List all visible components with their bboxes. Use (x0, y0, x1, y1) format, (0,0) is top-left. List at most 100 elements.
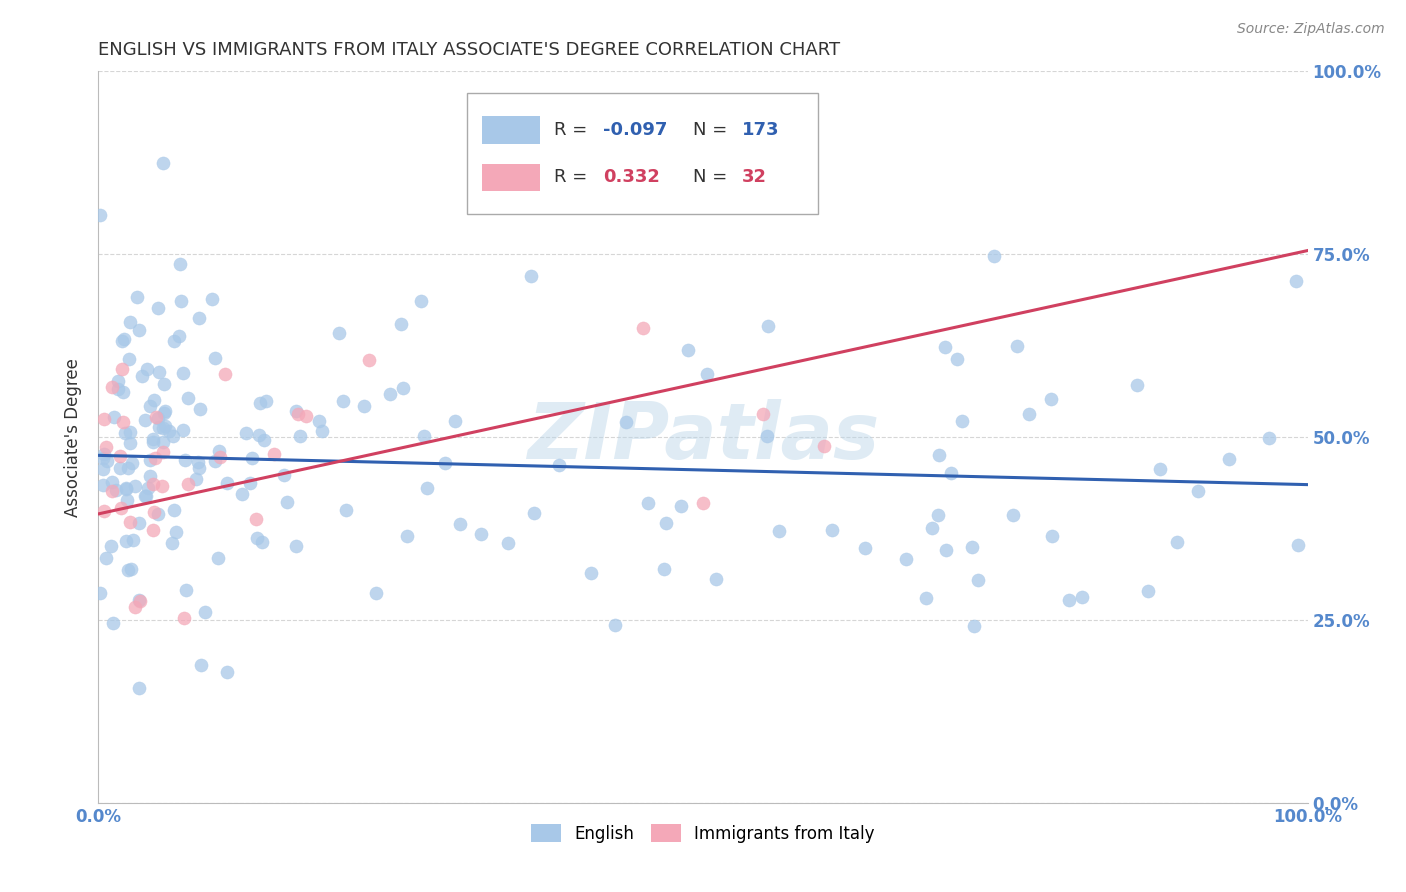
Point (263, 447, 285, 461)
Point (114, 482, 136, 496)
Point (247, 428, 270, 442)
Point (249, 396, 271, 410)
Point (101, 483, 124, 498)
Text: ENGLISH VS IMMIGRANTS FROM ITALY ASSOCIATE'S DEGREE CORRELATION CHART: ENGLISH VS IMMIGRANTS FROM ITALY ASSOCIA… (98, 41, 841, 59)
Point (101, 380, 124, 394)
Point (946, 352, 969, 367)
Point (246, 531, 269, 545)
Point (93, 504, 115, 518)
Point (193, 605, 215, 619)
Point (581, 566, 603, 581)
Point (357, 353, 380, 368)
Point (921, 521, 943, 535)
Point (960, 541, 983, 555)
Point (669, 500, 692, 514)
Point (110, 501, 132, 516)
Bar (482, 163, 540, 191)
Point (928, 448, 950, 462)
Point (146, 410, 169, 425)
Text: ZIPatlas: ZIPatlas (527, 399, 879, 475)
Point (152, 156, 174, 170)
Point (273, 468, 295, 483)
Point (520, 269, 543, 284)
Point (395, 529, 418, 543)
Text: R =: R = (554, 121, 593, 139)
Point (637, 496, 659, 510)
Point (692, 496, 714, 510)
Point (704, 572, 727, 586)
Point (89, 586, 111, 600)
Point (288, 429, 311, 443)
Point (896, 551, 918, 566)
Point (143, 451, 166, 466)
Point (364, 586, 387, 600)
Point (101, 615, 124, 630)
Point (124, 478, 146, 492)
Point (1070, 591, 1092, 605)
Point (603, 618, 626, 632)
Point (135, 362, 157, 376)
Point (165, 524, 187, 539)
Point (148, 365, 170, 379)
Point (163, 503, 186, 517)
Point (117, 563, 139, 577)
Text: 173: 173 (742, 121, 779, 139)
Point (380, 386, 402, 401)
Point (927, 508, 949, 523)
Point (153, 406, 176, 420)
Point (152, 421, 174, 435)
Point (214, 367, 236, 381)
Point (91, 478, 114, 492)
Point (128, 681, 150, 695)
Point (142, 505, 165, 519)
Point (755, 429, 778, 443)
Point (240, 451, 263, 466)
Text: Source: ZipAtlas.com: Source: ZipAtlas.com (1237, 22, 1385, 37)
Point (142, 435, 165, 450)
Point (104, 483, 127, 497)
Point (120, 436, 142, 450)
Point (1040, 392, 1063, 406)
Point (93, 447, 115, 461)
Point (332, 394, 354, 409)
Point (94, 440, 117, 454)
Point (107, 375, 129, 389)
Point (96, 454, 118, 468)
Point (131, 369, 153, 384)
Point (111, 415, 134, 429)
Point (631, 320, 654, 334)
Point (134, 412, 156, 426)
Point (142, 523, 165, 537)
Point (142, 433, 165, 447)
Point (176, 391, 198, 405)
Point (1149, 461, 1171, 475)
Point (172, 423, 194, 437)
Point (201, 292, 224, 306)
Point (187, 310, 209, 325)
Point (188, 401, 211, 416)
Point (285, 539, 308, 553)
Point (145, 409, 167, 424)
Point (108, 449, 131, 463)
Point (207, 551, 229, 566)
Point (207, 444, 229, 458)
Point (1002, 508, 1025, 522)
Point (250, 535, 273, 549)
Point (950, 414, 973, 428)
Point (245, 511, 267, 525)
Point (172, 366, 194, 380)
Point (416, 481, 439, 495)
Point (253, 433, 276, 447)
Point (96, 550, 118, 565)
Point (122, 533, 145, 547)
Point (111, 385, 134, 400)
Point (523, 506, 546, 520)
Point (217, 665, 239, 679)
Point (111, 334, 134, 348)
Point (184, 472, 207, 486)
FancyBboxPatch shape (467, 94, 818, 214)
Point (143, 393, 166, 408)
Text: N =: N = (693, 169, 734, 186)
Point (235, 425, 257, 440)
Text: -0.097: -0.097 (603, 121, 666, 139)
